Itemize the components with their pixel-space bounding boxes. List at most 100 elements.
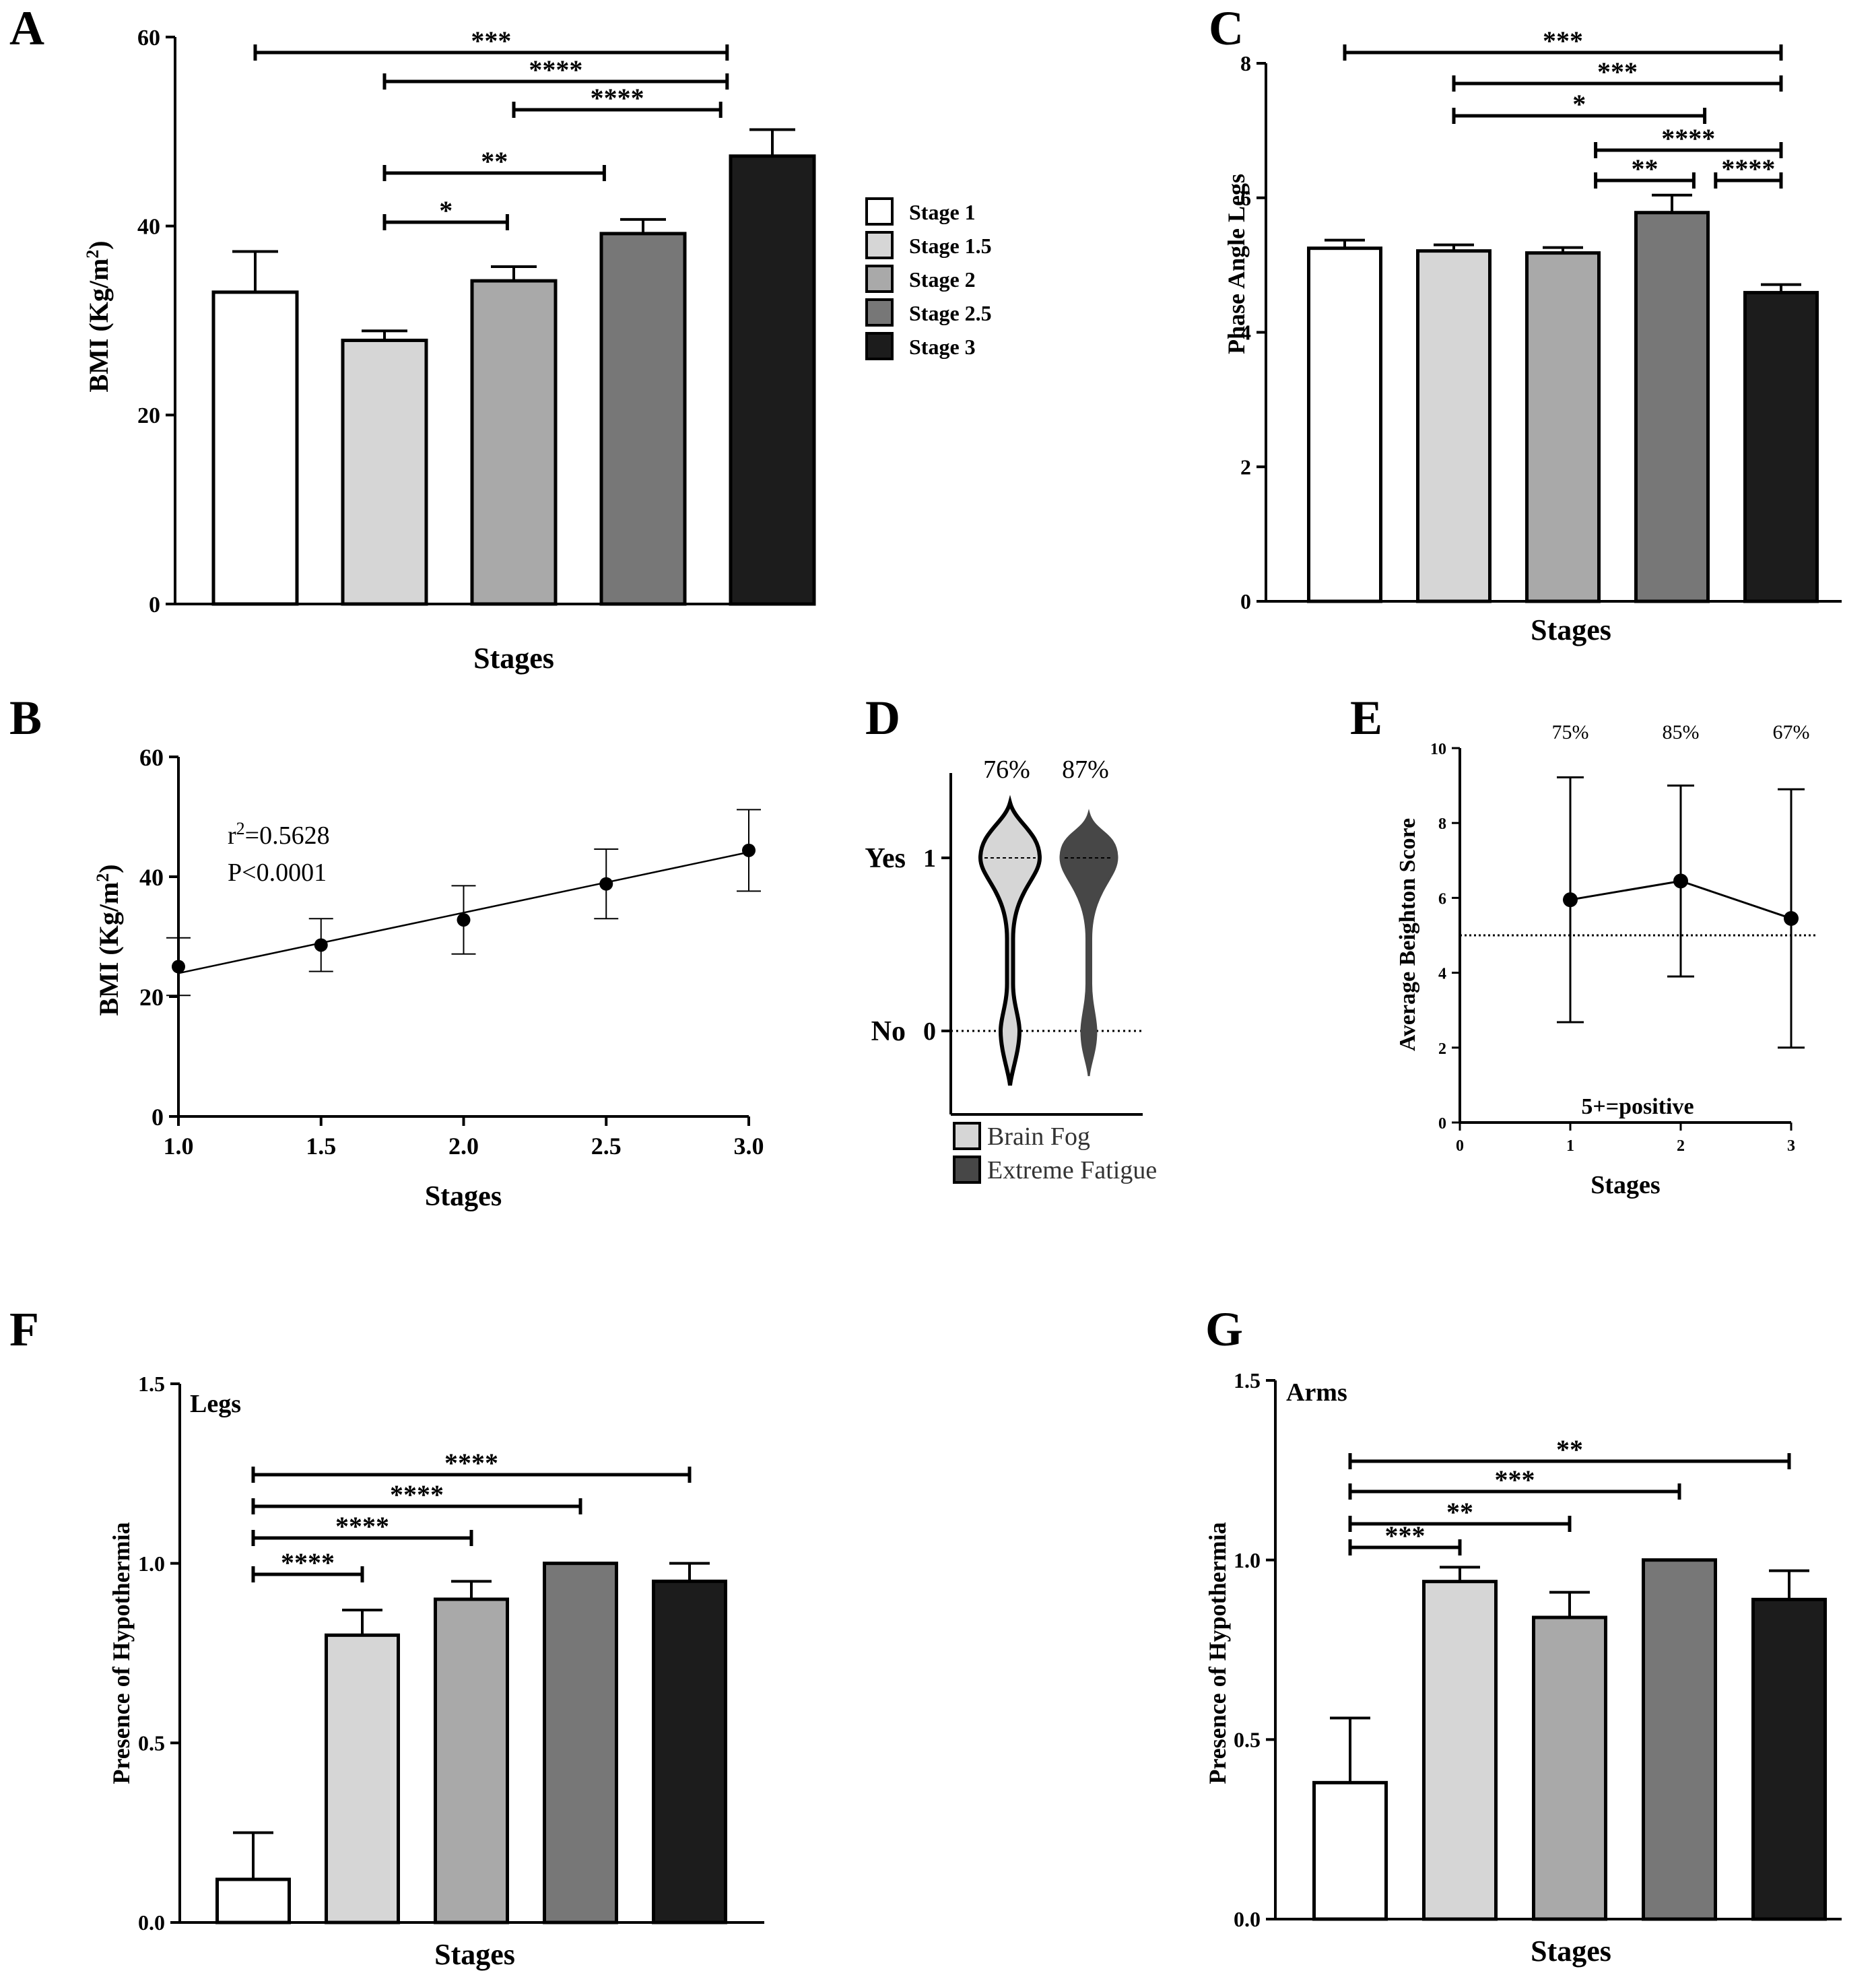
panel-c-y-tick-label: 6	[1240, 186, 1251, 210]
panel-b-x-tick-label: 2.5	[591, 1133, 622, 1160]
panel-f-y-tick-label: 0.5	[138, 1731, 165, 1755]
panel-e-y-tick-label: 2	[1438, 1040, 1446, 1058]
panel-a-sig-label: ****	[529, 55, 582, 85]
panel-a-bar	[729, 154, 816, 606]
panel-g-sig-label: ***	[1495, 1465, 1535, 1495]
panel-letter-e: E	[1350, 691, 1382, 745]
panel-d-legend-swatch	[953, 1156, 981, 1184]
panel-b-data-point	[742, 843, 756, 857]
panel-d-y-tick-label: 1	[923, 844, 936, 873]
panel-f-sig-label: ****	[390, 1479, 444, 1510]
panel-g-y-tick-label: 1.0	[1234, 1548, 1261, 1572]
panel-c-sig-label: ***	[1597, 57, 1638, 87]
panel-f-x-axis-title: Stages	[434, 1938, 515, 1971]
panel-g-y-tick-label: 1.5	[1234, 1368, 1261, 1393]
panel-e-percent-label: 75%	[1552, 721, 1589, 743]
panel-b-r-squared: r2=0.5628	[228, 819, 330, 850]
panel-f-bar	[652, 1579, 727, 1924]
panel-f-bar	[543, 1562, 618, 1924]
panel-a-y-axis-title: BMI (Kg/m2)	[83, 240, 114, 392]
legend-label-1: Stage 1	[909, 200, 976, 224]
panel-b-y-axis-title-superscript: 2	[93, 873, 112, 882]
panel-g-x-axis-title: Stages	[1531, 1935, 1611, 1968]
panel-f-hypothermia-legs-bar-chart: 0.00.51.01.5****************StagesLegsPr…	[108, 1372, 764, 1971]
legend-swatch-2	[865, 231, 894, 259]
panel-e-y-tick-label: 6	[1438, 890, 1446, 908]
panel-e-x-axis-title: Stages	[1590, 1171, 1660, 1199]
panel-f-y-tick-label: 0.0	[138, 1910, 165, 1935]
panel-c-bar	[1307, 246, 1382, 603]
legend-label-5: Stage 3	[909, 335, 976, 359]
panel-d-violin-plot: 1 Yes 0 No 76% Brain Fog 87% Extreme Fatigue	[865, 756, 1157, 1184]
panel-f-y-axis-title: Presence of Hypothermia	[108, 1522, 135, 1784]
panel-c-bar	[1743, 291, 1819, 603]
panel-g-sig-label: **	[1446, 1497, 1473, 1527]
panel-f-bar	[325, 1633, 400, 1924]
panel-f-y-tick-label: 1.0	[138, 1551, 165, 1576]
panel-b-y-axis-title: BMI (Kg/m2)	[93, 864, 125, 1015]
panel-a-y-tick-label: 20	[137, 403, 160, 428]
panel-d-legend-swatch	[953, 1122, 981, 1150]
legend-label-3: Stage 2	[909, 267, 976, 292]
panel-a-bar	[211, 290, 299, 606]
panel-a-y-tick-label: 60	[137, 26, 160, 51]
panel-d-y-category-label: No	[871, 1016, 906, 1047]
panel-a-y-axis-title-close-paren: )	[83, 240, 114, 249]
panel-a-sig-label: *	[439, 195, 453, 226]
legend-swatch-4	[865, 298, 894, 327]
panel-e-x-tick-label: 1	[1566, 1137, 1574, 1155]
legend-swatch-3	[865, 265, 894, 293]
panel-d-y-category-label: Yes	[865, 843, 906, 874]
panel-d-legend-label: Brain Fog	[987, 1123, 1090, 1151]
panel-a-bar	[470, 279, 558, 606]
panel-a-y-tick-label: 40	[137, 215, 160, 240]
panel-a-y-axis-title-superscript: 2	[83, 250, 102, 259]
panel-b-x-tick-label: 1.0	[164, 1133, 194, 1160]
panel-a-legend: Stage 1 Stage 1.5 Stage 2 Stage 2.5 Stage 3	[865, 197, 992, 360]
panel-c-bar	[1634, 211, 1710, 603]
panel-e-data-point	[1673, 873, 1688, 889]
panel-f-sig-label: ****	[281, 1547, 335, 1578]
panel-b-x-tick-label: 2.0	[448, 1133, 479, 1160]
panel-c-sig-label: *	[1572, 89, 1586, 119]
panel-letter-b: B	[9, 691, 42, 745]
panel-letter-d: D	[865, 691, 900, 745]
panel-e-y-axis-title: Average Beighton Score	[1395, 818, 1420, 1051]
panel-c-y-axis-title: Phase Angle Legs	[1223, 174, 1250, 354]
panel-e-data-point	[1563, 892, 1578, 908]
panel-e-beighton-line-chart: 0 2 4 6 8 10 0 1 2 3 75% 85% 67% 5+=positive Average B…	[1395, 721, 1815, 1199]
panel-b-x-axis-title: Stages	[425, 1181, 502, 1212]
panel-a-x-axis-title: Stages	[473, 642, 554, 675]
panel-f-y-tick-label: 1.5	[138, 1372, 165, 1396]
panel-c-y-tick-label: 2	[1240, 455, 1251, 479]
panel-g-sig-label: **	[1556, 1434, 1583, 1465]
panel-e-percent-label: 85%	[1663, 721, 1700, 743]
panel-d-violin-brain-fog	[978, 795, 1042, 1086]
panel-g-bar	[1751, 1597, 1827, 1921]
panel-a-sig-label: **	[481, 146, 508, 176]
panel-d-violin-extreme-fatigue	[1059, 809, 1118, 1077]
panel-a-bar	[599, 232, 687, 606]
panel-d-percent-label: 87%	[1062, 756, 1109, 784]
panel-letter-c: C	[1209, 1, 1244, 55]
panel-a-sig-label: ***	[471, 26, 511, 56]
panel-f-subtitle: Legs	[190, 1390, 241, 1418]
panel-e-x-tick-label: 2	[1677, 1137, 1685, 1155]
panel-g-subtitle: Arms	[1286, 1378, 1347, 1407]
panel-a-y-tick-label: 0	[149, 593, 160, 617]
panel-c-sig-label: ****	[1661, 123, 1715, 154]
panel-e-data-point	[1784, 910, 1799, 926]
panel-a-sig-label: ****	[591, 83, 644, 113]
panel-b-data-point	[599, 877, 613, 891]
panel-g-y-tick-label: 0.0	[1234, 1907, 1261, 1931]
panel-letter-a: A	[9, 1, 44, 55]
panel-g-y-axis-title: Presence of Hypothermia	[1204, 1522, 1231, 1784]
panel-c-x-axis-title: Stages	[1531, 613, 1611, 646]
panel-b-x-tick-label: 1.5	[306, 1133, 336, 1160]
panel-b-r-squared-superscript: 2	[236, 819, 245, 838]
panel-g-bar	[1312, 1780, 1388, 1921]
legend-label-2: Stage 1.5	[909, 234, 992, 258]
panel-d-percent-label: 76%	[983, 756, 1030, 784]
